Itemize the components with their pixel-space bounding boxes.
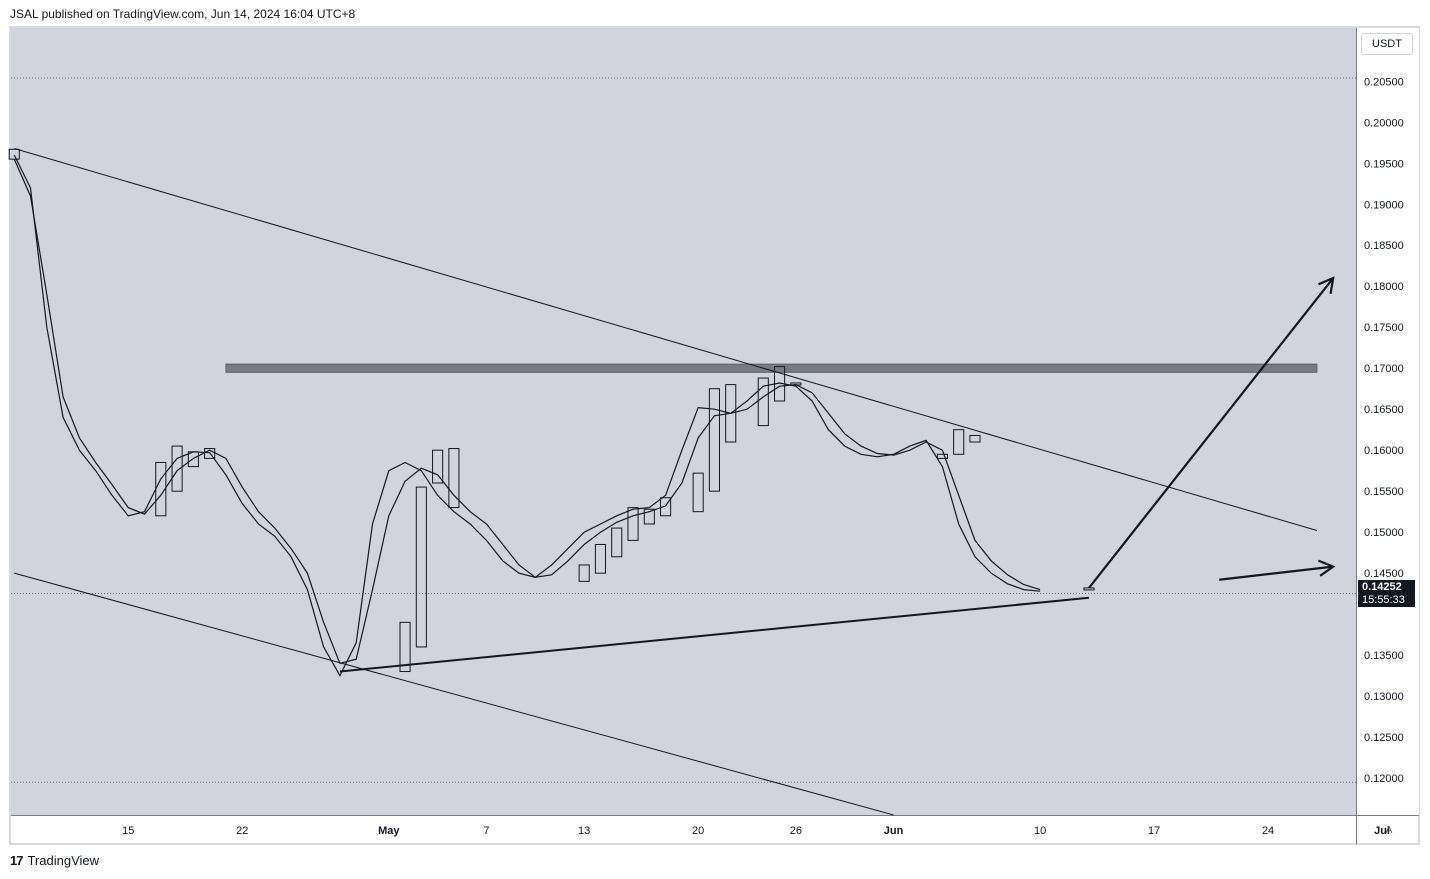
candle-0 — [8, 148, 20, 160]
candle-14 — [660, 497, 672, 517]
candle-4 — [204, 448, 216, 459]
y-tick-label: 0.19500 — [1364, 158, 1404, 170]
candle-15 — [692, 472, 704, 513]
candle-22 — [953, 429, 965, 455]
trendline-0 — [14, 148, 1318, 532]
y-tick-label: 0.17500 — [1364, 322, 1404, 334]
x-tick-label: 20 — [692, 825, 704, 837]
candle-10 — [594, 543, 607, 574]
x-tick-label: 10 — [1034, 825, 1046, 837]
y-tick-label: 0.16500 — [1364, 404, 1404, 416]
x-tick-label: Jun — [884, 825, 904, 837]
y-tick-label: 0.16000 — [1364, 445, 1404, 457]
y-tick-label: 0.18500 — [1364, 240, 1404, 252]
y-tick-label: 0.20000 — [1364, 117, 1404, 129]
y-tick-label: 0.15500 — [1364, 486, 1404, 498]
y-tick-label: 0.20500 — [1364, 76, 1404, 88]
last-price-value: 0.14252 — [1358, 580, 1415, 594]
x-tick-label: Jul — [1374, 825, 1390, 837]
candle-17 — [725, 384, 737, 443]
candle-23 — [969, 434, 981, 443]
x-tick-label: May — [378, 825, 400, 837]
y-tick-label: 0.17000 — [1364, 363, 1404, 375]
candle-7 — [432, 449, 444, 484]
tradingview-logo-icon: 17 — [10, 853, 24, 868]
candle-19 — [774, 366, 786, 402]
y-tick-label: 0.13500 — [1364, 650, 1404, 662]
y-tick-label: 0.14500 — [1364, 568, 1404, 580]
currency-selector[interactable]: USDT — [1361, 33, 1413, 55]
bar-countdown: 15:55:33 — [1358, 594, 1415, 607]
candle-5 — [399, 621, 411, 673]
y-tick-label: 0.12500 — [1364, 732, 1404, 744]
candle-21 — [936, 453, 948, 459]
candle-3 — [187, 451, 199, 468]
x-tick-label: 17 — [1148, 825, 1160, 837]
x-tick-label: 26 — [790, 825, 802, 837]
x-tick-label: 15 — [122, 825, 134, 837]
candle-12 — [627, 507, 639, 541]
auto-scale-button[interactable]: A — [1385, 824, 1393, 836]
candle-1 — [155, 461, 167, 517]
y-tick-label: 0.19000 — [1364, 199, 1404, 211]
resistance-zone — [225, 363, 1318, 373]
trendline-1 — [14, 572, 894, 816]
x-tick-label: 24 — [1262, 825, 1274, 837]
publish-attribution: JSAL published on TradingView.com, Jun 1… — [10, 7, 356, 21]
candle-6 — [415, 486, 427, 648]
moving-average-0 — [13, 154, 1041, 677]
y-tick-label: 0.13000 — [1364, 691, 1404, 703]
brand-name: TradingView — [27, 853, 100, 868]
y-tick-label: 0.15000 — [1364, 527, 1404, 539]
candle-16 — [708, 388, 720, 492]
candle-8 — [448, 448, 460, 509]
moving-average-1 — [13, 158, 1041, 665]
y-tick-label: 0.18000 — [1364, 281, 1404, 293]
candle-9 — [578, 564, 590, 582]
x-tick-label: 13 — [578, 825, 590, 837]
candle-18 — [757, 377, 769, 427]
projection-arrow-0 — [1088, 276, 1335, 589]
projection-arrow-1 — [1219, 559, 1336, 581]
x-tick-label: 22 — [236, 825, 248, 837]
candle-2 — [171, 445, 183, 492]
trendline-2 — [339, 596, 1090, 673]
candle-11 — [611, 527, 623, 558]
candle-20 — [790, 382, 802, 386]
y-tick-label: 0.12000 — [1364, 773, 1404, 785]
candle-13 — [643, 508, 655, 525]
x-tick-label: 7 — [483, 825, 489, 837]
footer-brand[interactable]: 17 TradingView — [10, 853, 99, 868]
last-price-label: 0.14252 15:55:33 — [1358, 580, 1415, 607]
